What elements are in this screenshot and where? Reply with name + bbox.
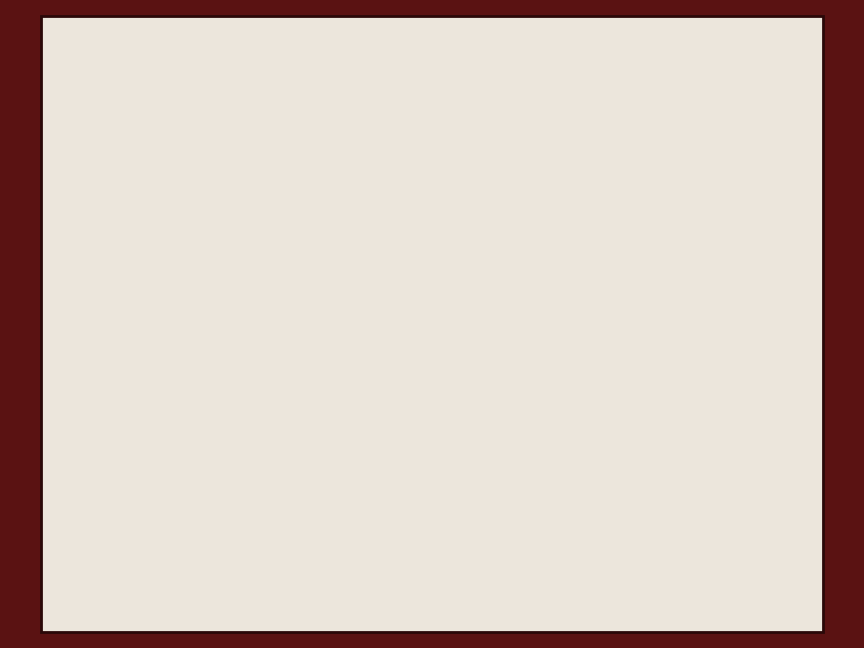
Text: 4.   Gobulomaxillary: 4. Gobulomaxillary [119, 281, 322, 300]
Text: c) Non epithelial bone cysts: c) Non epithelial bone cysts [119, 542, 437, 561]
Text: MARIYAM FIDHA: MARIYAM FIDHA [483, 612, 582, 625]
Text: 2.   Median palatal: 2. Median palatal [119, 206, 307, 225]
Text: Dentigerous: Dentigerous [119, 430, 473, 448]
Text: 3.   Nasopalatine: 3. Nasopalatine [119, 244, 290, 262]
Text: LUCAS CLASSIFICATION (1964): LUCAS CLASSIFICATION (1964) [119, 36, 572, 62]
Text: a)  Fissural cysts: a) Fissural cysts [119, 131, 319, 150]
Text: 2.    Aneurysmal Bone Cyst: 2. Aneurysmal Bone Cyst [119, 605, 393, 625]
Text: 2.   Inflammatory cysts: 2. Inflammatory cysts [119, 467, 353, 486]
Text: 1.   Developmental cysts :Primordial: 1. Developmental cysts :Primordial [119, 396, 486, 415]
Text: 3.   Radicular: 3. Radicular [119, 504, 252, 524]
Text: INTRAOSSEOUS  CYSTS: INTRAOSSEOUS CYSTS [119, 91, 370, 111]
Text: 1.    Solitary Bone Cyst: 1. Solitary Bone Cyst [119, 577, 350, 596]
Text: b) Odontogenic cysts: b) Odontogenic cysts [119, 357, 361, 376]
Text: 1.   Median mandibular: 1. Median mandibular [119, 168, 353, 187]
Text: 5.   Nasolabial: 5. Nasolabial [119, 319, 263, 338]
